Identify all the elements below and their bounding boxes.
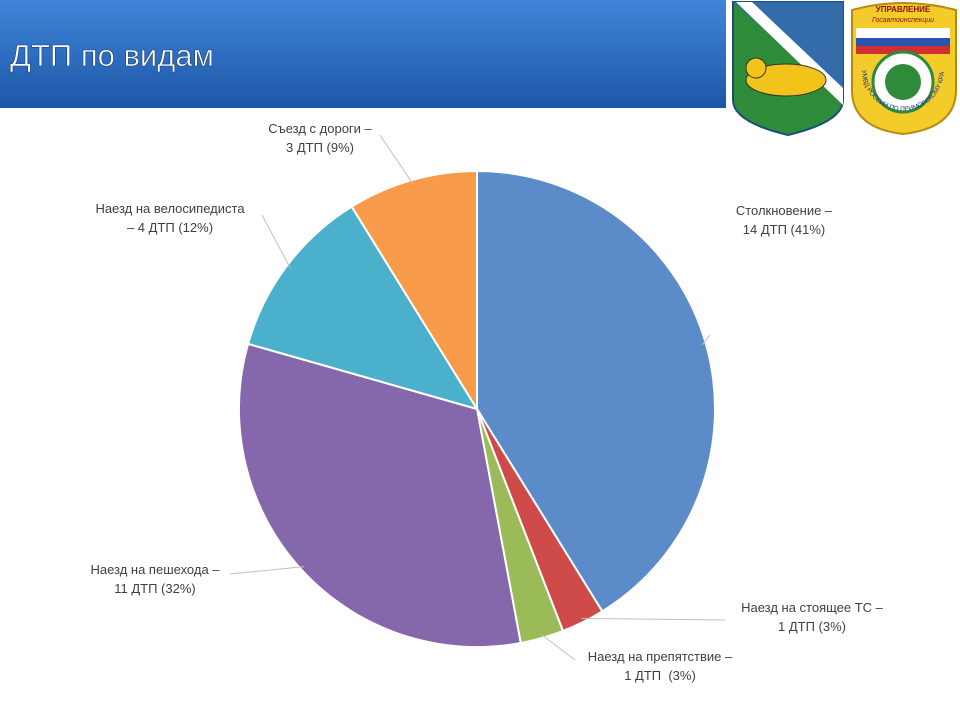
pie-slice <box>350 169 478 413</box>
leader-line <box>701 334 711 346</box>
leader-line <box>581 617 726 621</box>
slice-category: Съезд с дороги – <box>268 121 372 136</box>
slice-category: Наезд на пешехода – <box>90 562 220 577</box>
slice-value-label: 1 ДТП (3%) <box>778 619 846 634</box>
emblem-sub: Госавтоинспекции <box>872 17 934 24</box>
slice-category: Наезд на велосипедиста <box>95 201 245 216</box>
slice-category: Наезд на препятствие – <box>588 649 733 664</box>
slice-value-label: – 4 ДТП (12%) <box>127 220 213 235</box>
leader-line <box>261 214 291 269</box>
slice-value-label: 11 ДТП (32%) <box>114 581 196 596</box>
pie-slice <box>238 342 522 648</box>
header-bar <box>0 0 726 108</box>
emblem-top: УПРАВЛЕНИЕ <box>876 5 931 14</box>
slice-value-label: 1 ДТП (3%) <box>624 668 696 683</box>
slice-category: Столкновение – <box>736 203 833 218</box>
slice-value-label: 14 ДТП (41%) <box>743 222 825 237</box>
slice-value-label: 3 ДТП (9%) <box>286 140 354 155</box>
leader-line <box>229 566 305 575</box>
pie-slice <box>246 205 480 411</box>
coat-of-arms <box>732 1 844 137</box>
leader-line <box>540 633 576 661</box>
slice-category: Наезд на стоящее ТС – <box>741 600 884 615</box>
leader-line <box>379 134 414 185</box>
chart-title: ДТП по видам <box>10 38 214 73</box>
pie-slice <box>476 169 716 613</box>
